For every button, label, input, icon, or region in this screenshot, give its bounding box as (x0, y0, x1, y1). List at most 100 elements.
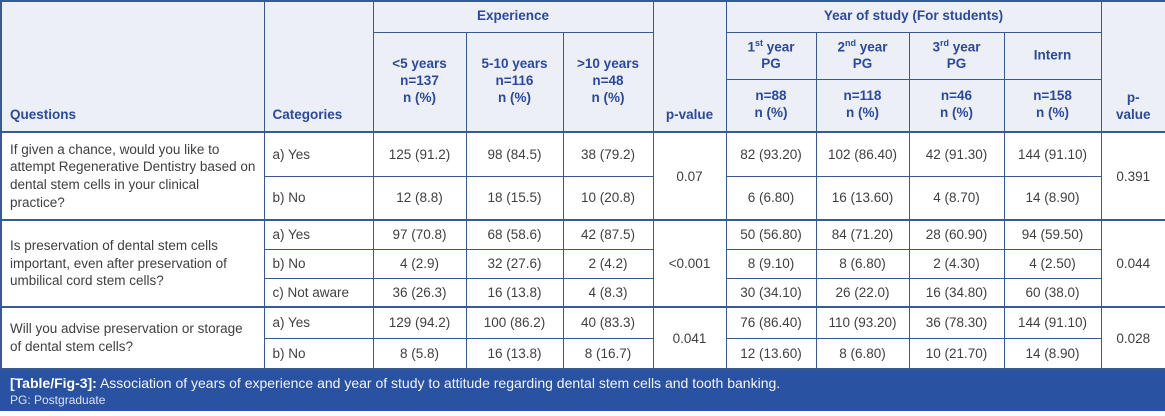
question-cell: Will you advise preservation or storage … (0, 306, 265, 370)
col-label: <5 years (392, 56, 447, 72)
data-cell: 14 (8.90) (1003, 175, 1102, 221)
data-cell: 102 (86.40) (815, 131, 910, 177)
association-table: Questions Categories Experience p-value … (0, 0, 1165, 370)
data-cell: 144 (91.10) (1003, 306, 1102, 339)
p-value-experience-header: p-value (652, 0, 727, 133)
data-cell: 26 (22.0) (815, 277, 910, 308)
data-cell: 10 (20.8) (562, 175, 654, 221)
category-cell: b) No (263, 175, 374, 221)
data-cell: 129 (94.2) (372, 306, 467, 339)
data-cell: 8 (9.10) (725, 248, 817, 279)
year-col-n-2nd-pg: n=118 n (%) (815, 78, 910, 133)
data-cell: 68 (58.6) (465, 219, 564, 250)
year-col-header-intern: Intern (1003, 31, 1102, 80)
p-value-year-header: p- value (1100, 0, 1165, 133)
data-cell: 36 (78.30) (908, 306, 1005, 339)
question-cell: Is preservation of dental stem cells imp… (0, 219, 265, 308)
col-pct: n (%) (403, 90, 436, 106)
data-cell: 32 (27.6) (465, 248, 564, 279)
year-col-n-3rd-pg: n=46 n (%) (908, 78, 1005, 133)
col-pct: n (%) (591, 90, 625, 106)
data-cell: 28 (60.90) (908, 219, 1005, 250)
table-fig-tag: [Table/Fig-3]: (10, 375, 97, 391)
data-cell: 14 (8.90) (1003, 337, 1102, 370)
experience-group-header: Experience (372, 0, 654, 33)
data-cell: 10 (21.70) (908, 337, 1005, 370)
data-cell: 4 (8.3) (562, 277, 654, 308)
col-n: n=158 (1033, 88, 1072, 104)
data-cell: 8 (5.8) (372, 337, 467, 370)
data-cell: 84 (71.20) (815, 219, 910, 250)
p-value-year-line2: value (1116, 107, 1151, 123)
data-cell: 50 (56.80) (725, 219, 817, 250)
abbreviation-note: PG: Postgraduate (10, 392, 106, 407)
data-cell: 2 (4.2) (562, 248, 654, 279)
table-caption: [Table/Fig-3]: Association of years of e… (10, 374, 1155, 393)
col-n: n=48 (592, 73, 624, 89)
data-cell: 76 (86.40) (725, 306, 817, 339)
data-cell: 16 (13.60) (815, 175, 910, 221)
col-n: n=118 (843, 88, 882, 104)
category-cell: a) Yes (263, 306, 374, 339)
col-label: 3rd year (932, 37, 981, 55)
category-cell: c) Not aware (263, 277, 374, 308)
year-col-header-2nd-pg: 2nd year PG (815, 31, 910, 80)
data-cell: 36 (26.3) (372, 277, 467, 308)
data-cell: 8 (6.80) (815, 248, 910, 279)
category-cell: b) No (263, 248, 374, 279)
questions-column-header: Questions (0, 0, 265, 133)
experience-col-header-gt10: >10 years n=48 n (%) (562, 31, 654, 133)
col-pct: n (%) (754, 105, 788, 121)
data-cell: 18 (15.5) (465, 175, 564, 221)
col-pct: n (%) (846, 105, 879, 121)
question-cell: If given a chance, would you like to att… (0, 131, 265, 221)
year-col-header-1st-pg: 1st year PG (725, 31, 817, 80)
data-cell: 98 (84.5) (465, 131, 564, 177)
data-cell: 8 (16.7) (562, 337, 654, 370)
data-cell: 4 (8.70) (908, 175, 1005, 221)
p-value-cell: <0.001 (652, 219, 727, 308)
col-label: Intern (1033, 47, 1072, 63)
col-n: n=88 (755, 88, 787, 104)
data-cell: 4 (2.9) (372, 248, 467, 279)
data-cell: 8 (6.80) (815, 337, 910, 370)
experience-col-header-5to10: 5-10 years n=116 n (%) (465, 31, 564, 133)
data-cell: 38 (79.2) (562, 131, 654, 177)
data-cell: 16 (13.8) (465, 277, 564, 308)
data-cell: 125 (91.2) (372, 131, 467, 177)
data-cell: 40 (83.3) (562, 306, 654, 339)
data-cell: 94 (59.50) (1003, 219, 1102, 250)
col-label: 5-10 years (481, 56, 548, 72)
col-pct: n (%) (498, 90, 531, 106)
data-cell: 82 (93.20) (725, 131, 817, 177)
p-value-cell: 0.391 (1100, 131, 1165, 221)
data-cell: 6 (6.80) (725, 175, 817, 221)
p-value-cell: 0.044 (1100, 219, 1165, 308)
data-cell: 30 (34.10) (725, 277, 817, 308)
categories-column-header: Categories (263, 0, 374, 133)
category-cell: a) Yes (263, 219, 374, 250)
experience-col-header-lt5: <5 years n=137 n (%) (372, 31, 467, 133)
col-pct: n (%) (940, 105, 973, 121)
caption-band: [Table/Fig-3]: Association of years of e… (0, 370, 1165, 411)
category-cell: a) Yes (263, 131, 374, 177)
year-col-n-1st-pg: n=88 n (%) (725, 78, 817, 133)
p-value-cell: 0.028 (1100, 306, 1165, 370)
p-value-cell: 0.041 (652, 306, 727, 370)
col-label-line2: PG (761, 56, 781, 72)
col-n: n=137 (400, 73, 439, 89)
data-cell: 16 (13.8) (465, 337, 564, 370)
p-value-cell: 0.07 (652, 131, 727, 221)
col-label: >10 years (577, 56, 639, 72)
col-n: n=46 (940, 88, 973, 104)
data-cell: 144 (91.10) (1003, 131, 1102, 177)
p-value-year-line1: p- (1126, 90, 1140, 106)
category-cell: b) No (263, 337, 374, 370)
data-cell: 16 (34.80) (908, 277, 1005, 308)
caption-text: Association of years of experience and y… (96, 375, 781, 391)
year-col-header-3rd-pg: 3rd year PG (908, 31, 1005, 80)
data-cell: 100 (86.2) (465, 306, 564, 339)
data-cell: 42 (91.30) (908, 131, 1005, 177)
data-cell: 12 (13.60) (725, 337, 817, 370)
